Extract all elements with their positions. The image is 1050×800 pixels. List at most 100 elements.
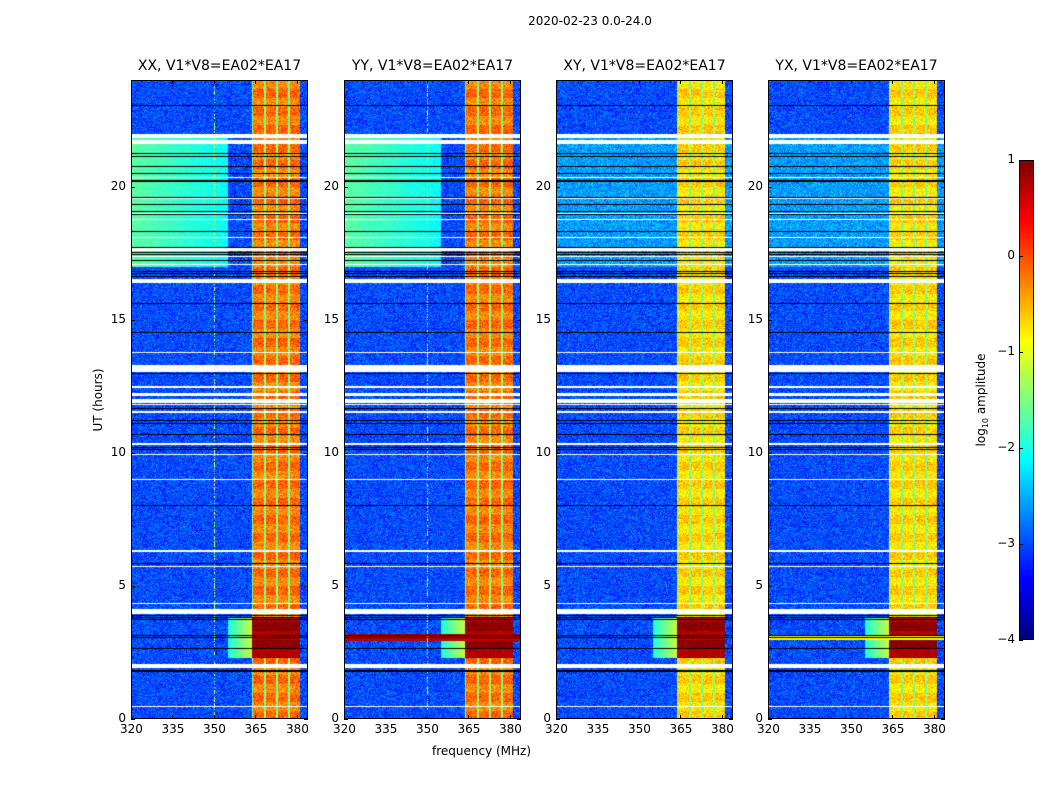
y-tick-mark (768, 585, 772, 587)
x-tick-mark (296, 715, 298, 719)
y-tick-mark (768, 319, 772, 321)
panel-xx: XX, V1*V8=EA02*EA17 320 335 350 365 380 0 5 10 15… (111, 58, 309, 736)
y-tick-mark (729, 585, 733, 587)
y-tick-label: 10 (323, 444, 339, 459)
x-tick-label: 335 (798, 722, 822, 736)
y-tick-label: 5 (331, 577, 339, 592)
y-tick-label: 15 (747, 311, 763, 326)
x-tick-mark (933, 80, 935, 84)
spectrogram-image (768, 80, 945, 719)
x-tick-mark (172, 715, 174, 719)
x-tick-label: 320 (120, 722, 143, 736)
figure-title: 2020-02-23 0.0-24.0 (528, 14, 652, 28)
spectrogram-image (344, 80, 521, 719)
x-tick-mark (809, 80, 811, 84)
panel-title: YY, V1*V8=EA02*EA17 (351, 58, 514, 74)
x-tick-mark (680, 80, 682, 84)
x-tick-label: 380 (498, 722, 522, 736)
y-tick-mark (304, 186, 308, 188)
y-tick-mark (344, 719, 348, 720)
y-tick-mark (344, 452, 348, 454)
x-tick-mark (509, 80, 511, 84)
colorbar-tick-label: −2 (997, 440, 1015, 454)
y-tick-label: 10 (535, 444, 551, 459)
x-tick-mark (468, 80, 470, 84)
x-tick-label: 365 (244, 722, 268, 736)
y-tick-mark (517, 319, 521, 321)
y-tick-mark (131, 585, 135, 587)
panel-title: XX, V1*V8=EA02*EA17 (137, 58, 302, 74)
y-tick-label: 15 (323, 311, 339, 326)
y-tick-mark (729, 319, 733, 321)
colorbar-tick-mark (1019, 160, 1023, 161)
x-tick-mark (638, 715, 640, 719)
y-tick-label: 5 (543, 577, 551, 592)
x-tick-mark (213, 715, 215, 719)
y-tick-mark (556, 452, 560, 454)
x-tick-mark (721, 80, 723, 84)
y-tick-mark (344, 585, 348, 587)
x-tick-mark (131, 80, 132, 84)
colorbar-tick-label: 1 (1007, 152, 1015, 166)
y-tick-mark (304, 319, 308, 321)
x-tick-mark (850, 715, 852, 719)
colorbar-tick-label: −3 (997, 536, 1015, 550)
colorbar-tick-label: −4 (997, 632, 1015, 646)
x-tick-label: 320 (333, 722, 356, 736)
y-axis-label: UT (hours) (91, 368, 105, 432)
x-tick-label: 365 (669, 722, 693, 736)
x-tick-label: 350 (415, 722, 439, 736)
y-tick-mark (729, 452, 733, 454)
colorbar-tick-label: 0 (1007, 248, 1015, 262)
y-tick-mark (941, 585, 945, 587)
colorbar (1019, 160, 1034, 640)
x-tick-label: 350 (202, 722, 226, 736)
y-tick-mark (729, 719, 733, 720)
colorbar-label-suffix: amplitude (973, 353, 988, 418)
x-tick-label: 335 (161, 722, 185, 736)
panel-xy: XY, V1*V8=EA02*EA17 320 335 350 365 380 0 5 10 15… (536, 58, 734, 736)
x-axis-label: frequency (MHz) (432, 744, 532, 758)
spectrogram-image (131, 80, 308, 719)
colorbar-tick-mark (1019, 256, 1023, 257)
x-tick-label: 380 (922, 722, 946, 736)
y-tick-label: 0 (331, 711, 339, 725)
colorbar-label-sub: 10 (981, 417, 991, 429)
y-tick-mark (344, 319, 348, 321)
y-tick-mark (517, 585, 521, 587)
colorbar-label-log: log (973, 428, 988, 447)
y-tick-mark (768, 719, 772, 720)
x-tick-mark (172, 80, 174, 84)
y-tick-mark (556, 585, 560, 587)
x-tick-mark (509, 715, 511, 719)
x-tick-mark (556, 715, 557, 719)
x-tick-mark (768, 80, 769, 84)
x-tick-mark (385, 715, 387, 719)
y-tick-mark (768, 452, 772, 454)
y-tick-mark (941, 186, 945, 188)
y-tick-label: 15 (110, 311, 126, 326)
y-tick-mark (304, 719, 308, 720)
y-tick-mark (304, 452, 308, 454)
x-tick-mark (721, 715, 723, 719)
x-tick-mark (892, 715, 894, 719)
x-tick-mark (426, 80, 428, 84)
x-tick-mark (385, 80, 387, 84)
panel-yy: YY, V1*V8=EA02*EA17 320 335 350 365 380 0 5 10 15… (324, 58, 522, 736)
y-tick-label: 5 (755, 577, 763, 592)
y-tick-mark (344, 186, 348, 188)
x-tick-label: 380 (710, 722, 734, 736)
y-tick-label: 20 (535, 178, 551, 193)
y-tick-mark (131, 319, 135, 321)
x-tick-label: 350 (839, 722, 863, 736)
spectrogram-image (556, 80, 733, 719)
y-tick-label: 0 (118, 711, 126, 725)
colorbar-tick-mark (1019, 448, 1023, 449)
y-tick-mark (131, 719, 135, 720)
x-tick-label: 350 (627, 722, 651, 736)
y-tick-mark (556, 186, 560, 188)
y-tick-mark (556, 719, 560, 720)
x-tick-label: 365 (457, 722, 481, 736)
x-tick-mark (638, 80, 640, 84)
x-tick-mark (768, 715, 769, 719)
